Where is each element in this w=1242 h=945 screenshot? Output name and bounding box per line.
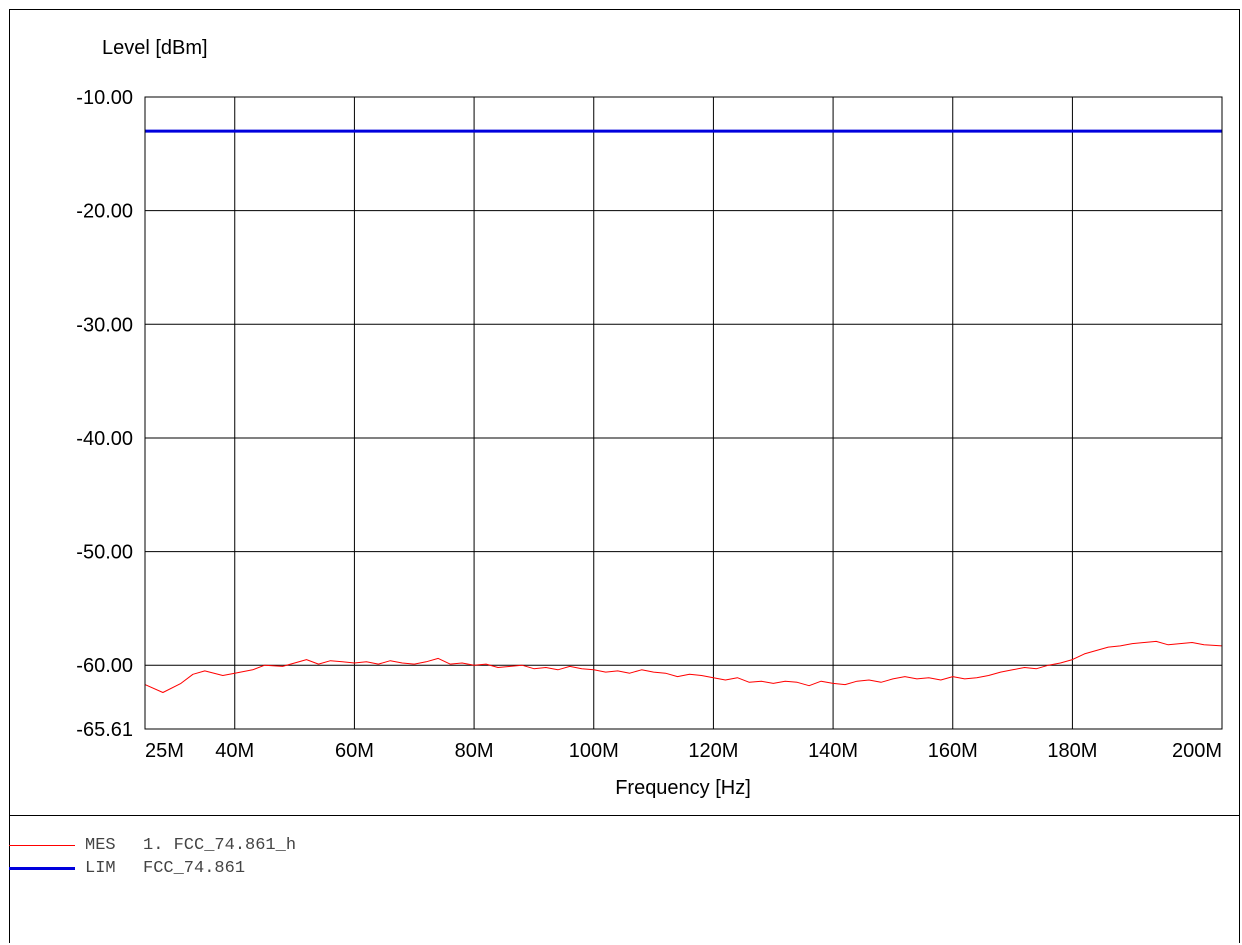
chart-frame [9, 9, 1240, 943]
series-layer [144, 129, 1223, 693]
legend-entry-lim: LIM FCC_74.861 [9, 857, 245, 879]
x-tick-label: 25M [145, 740, 184, 762]
y-tick-label: -50.00 [76, 542, 133, 564]
y-tick-labels: -10.00 -20.00 -30.00 -40.00 -50.00 -60.00 -65.… [76, 87, 133, 741]
series-line-mes [144, 640, 1223, 693]
x-tick-label: 140M [808, 740, 858, 762]
x-tick-label: 40M [215, 740, 254, 762]
y-tick-label: -10.00 [76, 87, 133, 109]
legend-tag-mes: MES [85, 835, 116, 855]
y-tick-label: -30.00 [76, 314, 133, 336]
grid-lines [145, 97, 1222, 729]
x-tick-label: 60M [335, 740, 374, 762]
x-tick-labels: 40M 60M 80M 100M 120M 140M 160M 180M 25M 200M [145, 740, 1222, 762]
y-axis-label: Level [dBm] [102, 37, 208, 59]
legend-text-mes: 1. FCC_74.861_h [143, 835, 297, 855]
legend-tag-lim: LIM [85, 858, 116, 878]
legend-swatch-mes [9, 844, 75, 846]
legend-swatch-lim [9, 866, 75, 870]
chart: Level [dBm] Frequency [Hz] -10.00-20.00-… [76, 37, 1223, 799]
x-tick-label: 160M [928, 740, 978, 762]
x-tick-label: 80M [455, 740, 494, 762]
legend-text-lim: FCC_74.861 [143, 858, 246, 878]
legend-entry-mes: MES 1. FCC_74.861_h [9, 834, 296, 856]
legend-divider [9, 815, 1240, 816]
x-tick-label: 200M [1172, 740, 1222, 762]
x-tick-label: 120M [688, 740, 738, 762]
x-axis-label: Frequency [Hz] [615, 777, 751, 799]
x-tick-label: 180M [1047, 740, 1097, 762]
y-tick-label: -65.61 [76, 719, 133, 741]
y-tick-label: -60.00 [76, 655, 133, 677]
x-tick-label: 100M [569, 740, 619, 762]
plot-border [144, 96, 1223, 730]
y-tick-label: -20.00 [76, 201, 133, 223]
y-tick-label: -40.00 [76, 428, 133, 450]
